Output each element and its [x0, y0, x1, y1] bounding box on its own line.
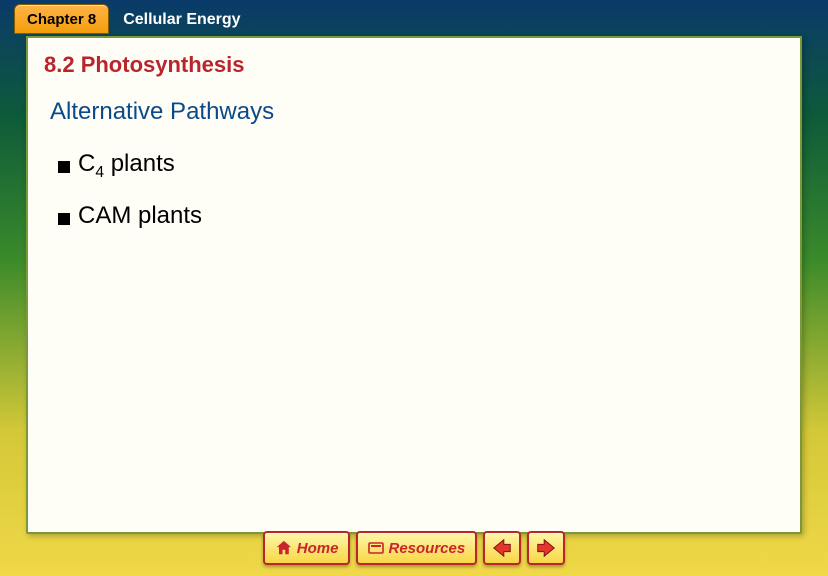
next-button[interactable]	[527, 531, 565, 565]
home-button[interactable]: Home	[263, 531, 351, 565]
header-bar: Chapter 8 Cellular Energy	[0, 0, 828, 36]
bullet-prefix: C	[78, 150, 95, 177]
bullet-prefix: CAM plants	[78, 202, 202, 229]
chapter-tab: Chapter 8	[14, 4, 109, 34]
resources-label: Resources	[388, 540, 465, 557]
arrow-left-icon	[491, 537, 513, 559]
bullet-suffix: plants	[104, 150, 175, 177]
chapter-title-text: Cellular Energy	[123, 11, 240, 29]
home-icon	[275, 540, 293, 556]
resources-icon	[368, 540, 384, 556]
bullet-marker-icon	[58, 213, 70, 225]
section-subheading-text: Alternative Pathways	[50, 98, 274, 125]
section-heading-text: 8.2 Photosynthesis	[44, 52, 245, 77]
section-heading: 8.2 Photosynthesis	[28, 38, 800, 92]
bullet-text: C4 plants	[78, 150, 175, 182]
bullet-item: C4 plants	[28, 144, 800, 196]
section-subheading: Alternative Pathways	[28, 92, 800, 144]
arrow-right-icon	[535, 537, 557, 559]
resources-button[interactable]: Resources	[356, 531, 477, 565]
bullet-subscript: 4	[95, 164, 104, 181]
bullet-marker-icon	[58, 161, 70, 173]
bullet-text: CAM plants	[78, 202, 202, 234]
prev-button[interactable]	[483, 531, 521, 565]
home-label: Home	[297, 540, 339, 557]
chapter-tab-label: Chapter 8	[27, 11, 96, 28]
content-panel: 8.2 Photosynthesis Alternative Pathways …	[26, 36, 802, 534]
bottom-nav: Home Resources	[0, 528, 828, 568]
chapter-title: Cellular Energy	[109, 4, 828, 36]
bullet-item: CAM plants	[28, 196, 800, 248]
